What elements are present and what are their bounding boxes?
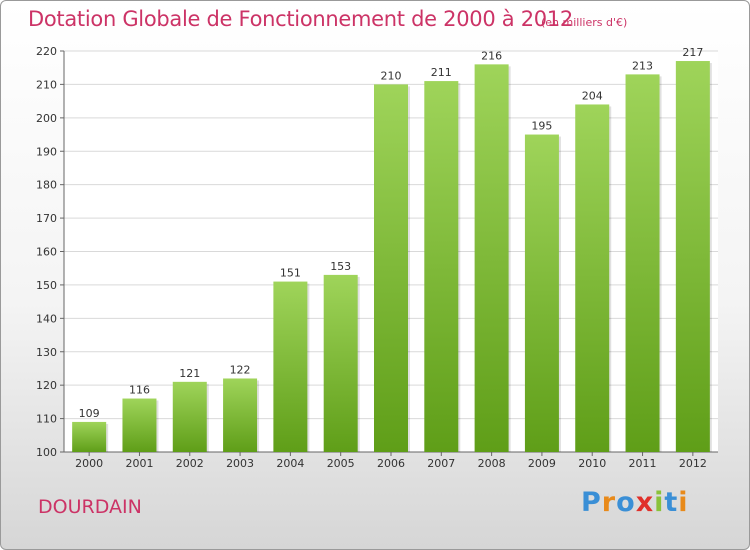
y-tick-label: 140 [36, 312, 57, 325]
bar [675, 61, 710, 453]
bar [474, 64, 509, 452]
y-tick-label: 210 [36, 78, 57, 91]
chart-title: Dotation Globale de Fonctionnement de 20… [28, 7, 573, 31]
bar-value-label: 109 [79, 407, 100, 420]
x-tick-label: 2003 [226, 457, 254, 470]
y-tick-label: 100 [36, 446, 57, 459]
x-tick-label: 2006 [377, 457, 405, 470]
logo-letter: o [616, 487, 636, 518]
bar-value-label: 211 [431, 66, 452, 79]
y-tick-label: 130 [36, 346, 57, 359]
y-tick-label: 110 [36, 413, 57, 426]
logo-letter: r [601, 487, 617, 518]
x-tick-label: 2009 [528, 457, 556, 470]
bar-value-label: 121 [179, 367, 200, 380]
bar-value-label: 210 [381, 69, 402, 82]
bar-value-label: 195 [531, 120, 552, 133]
x-tick-label: 2011 [629, 457, 657, 470]
x-tick-label: 2007 [427, 457, 455, 470]
logo-letter: P [581, 487, 602, 518]
y-tick-label: 200 [36, 112, 57, 125]
logo-letter: i [654, 487, 665, 518]
x-tick-label: 2000 [75, 457, 103, 470]
bar [122, 398, 157, 452]
x-tick-label: 2012 [679, 457, 707, 470]
logo-letter: t [664, 487, 679, 518]
logo-letter: i [678, 487, 689, 518]
unit-note: (en milliers d'€) [541, 16, 628, 29]
x-tick-label: 2002 [176, 457, 204, 470]
bar [374, 84, 408, 453]
x-tick-label: 2004 [276, 457, 304, 470]
y-tick-label: 180 [36, 179, 57, 192]
bar [223, 378, 258, 452]
x-tick-label: 2005 [327, 457, 355, 470]
bar-value-label: 116 [129, 384, 150, 397]
y-tick-label: 120 [36, 379, 57, 392]
y-tick-label: 190 [36, 145, 57, 158]
bar-value-label: 151 [280, 267, 301, 280]
bar-value-label: 216 [481, 49, 502, 62]
bar [72, 421, 107, 452]
commune-name: DOURDAIN [38, 496, 142, 518]
bar [172, 381, 207, 452]
bar [524, 134, 559, 452]
y-tick-label: 170 [36, 212, 57, 225]
y-tick-label: 160 [36, 246, 57, 259]
x-tick-label: 2001 [125, 457, 153, 470]
bar-value-label: 217 [682, 46, 703, 59]
y-tick-label: 150 [36, 279, 57, 292]
bar [323, 274, 358, 452]
bar [575, 104, 610, 452]
bar [273, 281, 308, 452]
x-tick-label: 2010 [578, 457, 606, 470]
bar-value-label: 204 [582, 89, 603, 102]
bar-value-label: 122 [230, 363, 251, 376]
y-tick-label: 220 [36, 45, 57, 58]
bar [424, 81, 459, 452]
bar-value-label: 213 [632, 59, 653, 72]
bar-value-label: 153 [330, 260, 351, 273]
bar [625, 74, 660, 453]
logo-letter: x [635, 487, 655, 518]
x-tick-label: 2008 [478, 457, 506, 470]
proxiti-logo: Proxiti [581, 487, 689, 518]
